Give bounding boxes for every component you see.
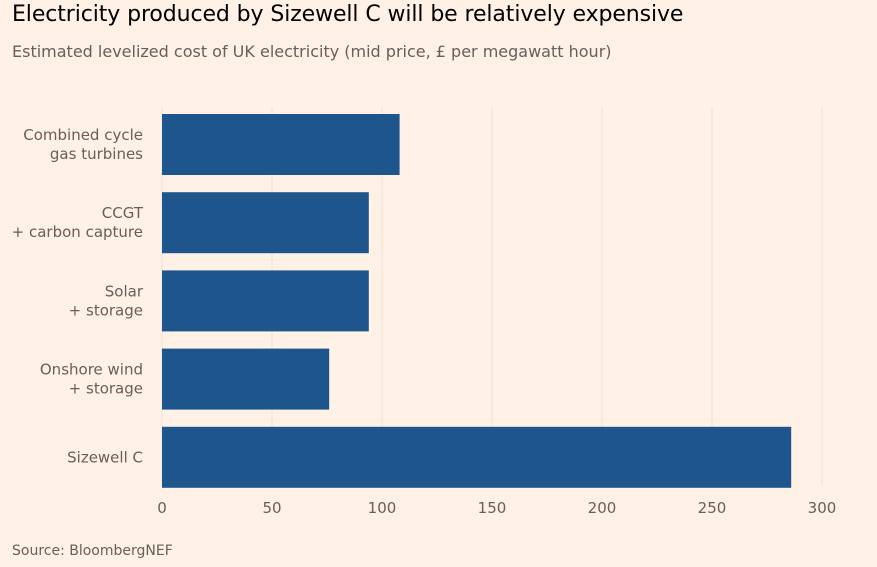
bar xyxy=(162,270,369,332)
x-tick-label: 150 xyxy=(478,499,507,517)
category-label: + storage xyxy=(69,301,143,319)
chart-subtitle: Estimated levelized cost of UK electrici… xyxy=(12,42,612,61)
category-label: + carbon capture xyxy=(12,223,143,241)
bar xyxy=(162,114,400,175)
x-axis-ticks: 0 50 100 150 200 250 300 xyxy=(157,499,836,517)
category-label: Combined cycle xyxy=(23,126,143,144)
category-label: CCGT xyxy=(102,204,144,222)
chart-title: Electricity produced by Sizewell C will … xyxy=(12,2,684,27)
x-tick-label: 50 xyxy=(262,499,281,517)
x-tick-label: 100 xyxy=(368,499,397,517)
bar xyxy=(162,426,792,488)
category-label: gas turbines xyxy=(50,145,143,163)
bar xyxy=(162,192,369,254)
category-label: Onshore wind xyxy=(40,361,143,379)
bars xyxy=(162,114,792,488)
source-note: Source: BloombergNEF xyxy=(12,543,173,559)
x-tick-label: 0 xyxy=(157,499,167,517)
x-tick-label: 200 xyxy=(588,499,617,517)
x-tick-label: 250 xyxy=(698,499,727,517)
x-tick-label: 300 xyxy=(808,499,837,517)
category-label: + storage xyxy=(69,380,143,398)
bar xyxy=(162,348,330,410)
category-label: Solar xyxy=(105,282,144,300)
category-label: Sizewell C xyxy=(67,448,143,466)
